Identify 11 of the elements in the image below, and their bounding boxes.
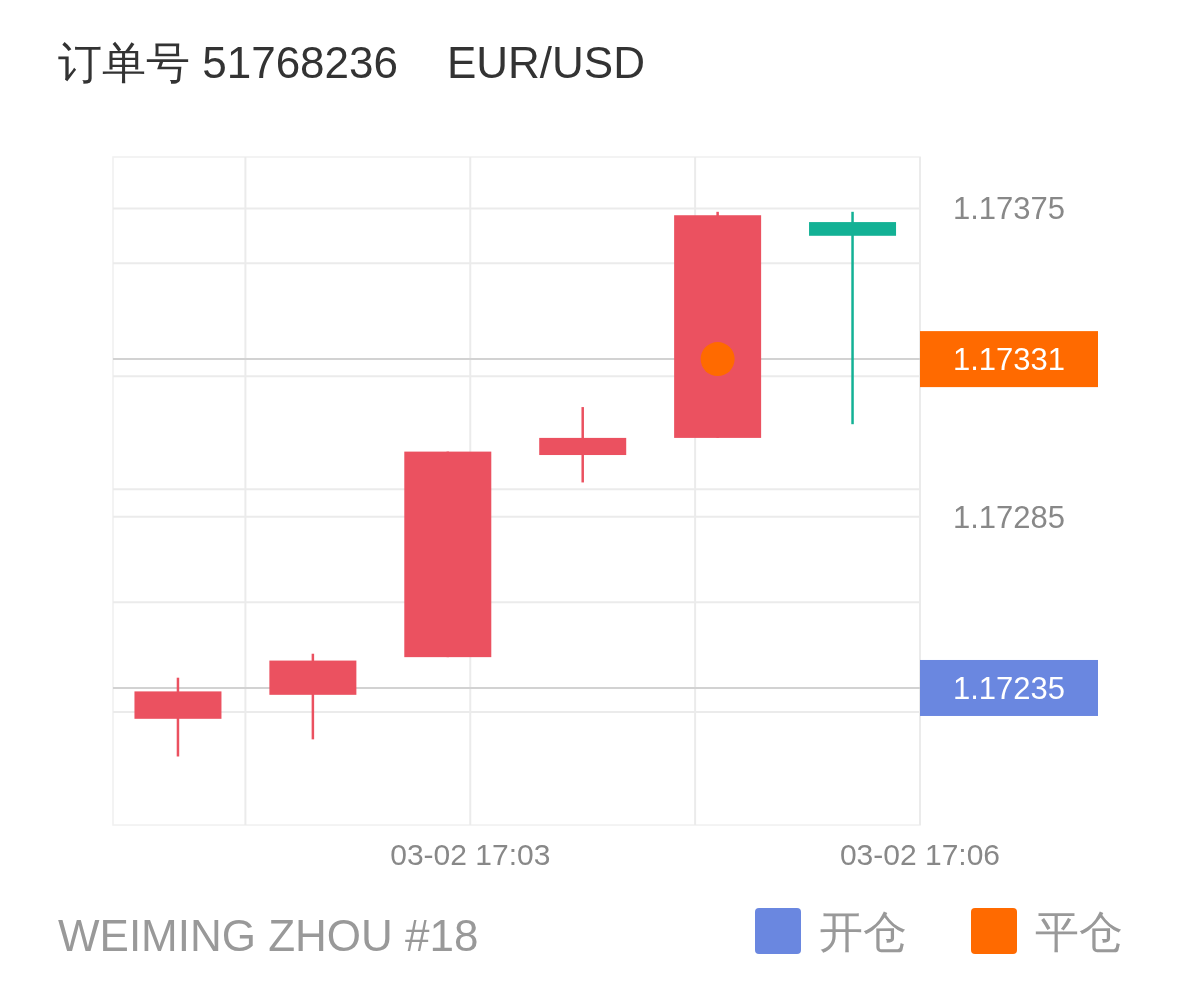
ref-line-label: 1.17331: [952, 342, 1066, 378]
legend-label: 开仓: [819, 907, 907, 956]
candlestick: [809, 210, 897, 426]
text: WEIMING ZHOU #18: [58, 911, 479, 960]
legend-label: 平仓: [1035, 907, 1123, 956]
y-tick-label: 1.17375: [952, 191, 1066, 227]
x-tick-label: 03-02 17:03: [390, 838, 551, 871]
ref-line-label: 1.17235: [952, 670, 1066, 706]
x-tick-label: 03-02 17:06: [839, 838, 1001, 871]
chart-title: 订单号 51768236 EUR/USD: [58, 38, 645, 87]
y-tick-label: 1.17285: [952, 499, 1066, 535]
